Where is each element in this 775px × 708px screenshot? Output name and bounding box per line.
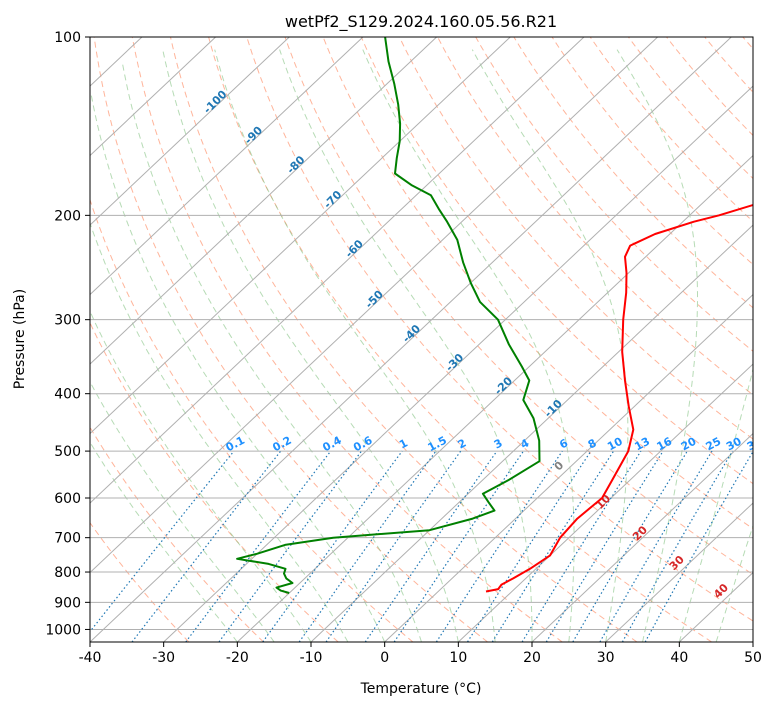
y-tick-label: 600 bbox=[54, 491, 81, 507]
moist-adiabat-line bbox=[90, 221, 349, 642]
mixing-ratio-line bbox=[90, 450, 235, 633]
x-tick-label: -30 bbox=[152, 650, 175, 666]
y-tick-label: 1000 bbox=[45, 622, 81, 638]
moist-adiabat-line bbox=[715, 524, 753, 642]
isotherm-line bbox=[90, 37, 364, 296]
x-tick-label: -10 bbox=[300, 650, 323, 666]
mixing-ratio-lines bbox=[90, 450, 753, 642]
dry-adiabat-line bbox=[284, 37, 753, 576]
moist-adiabat-line bbox=[214, 49, 496, 642]
mixing-ratio-label: 10 bbox=[605, 435, 625, 454]
x-tick-label: -20 bbox=[226, 650, 249, 666]
moist-adiabat-line bbox=[471, 49, 629, 642]
x-tick-label: 10 bbox=[449, 650, 467, 666]
y-axis-title: Pressure (hPa) bbox=[12, 289, 28, 389]
dry-adiabat-line bbox=[398, 37, 753, 440]
x-tick-label: 50 bbox=[744, 650, 762, 666]
x-axis-title: Temperature (°C) bbox=[360, 681, 482, 697]
y-axis-ticks: 100 200 300 400 500 600 700 800 900 1000 bbox=[45, 30, 90, 638]
mixing-ratio-label: 20 bbox=[679, 435, 699, 454]
isotherm-line bbox=[90, 37, 290, 226]
y-tick-label: 100 bbox=[54, 30, 81, 46]
mixing-ratio-line bbox=[364, 450, 498, 642]
isotherm-line bbox=[90, 37, 585, 504]
dry-adiabats bbox=[90, 37, 753, 642]
x-tick-label: 30 bbox=[597, 650, 615, 666]
dry-adiabat-line bbox=[589, 37, 753, 223]
profile-series bbox=[236, 37, 753, 594]
mixing-ratio-line bbox=[298, 450, 437, 642]
isotherm-line bbox=[384, 293, 753, 642]
mixing-ratio-line bbox=[466, 450, 592, 642]
isotherm-line bbox=[90, 37, 511, 435]
mixing-ratio-line bbox=[325, 450, 462, 642]
isotherms bbox=[90, 37, 753, 642]
moist-adiabat-line bbox=[90, 441, 238, 642]
mixing-ratio-line bbox=[262, 450, 403, 642]
mixing-ratio-line bbox=[545, 450, 664, 642]
x-axis-ticks: -40 -30 -20 -10 0 10 20 30 40 50 bbox=[79, 642, 762, 666]
isotherm-line bbox=[605, 502, 753, 642]
dry-adiabat-line bbox=[322, 37, 753, 530]
chart-title: wetPf2_S129.2024.160.05.56.R21 bbox=[285, 12, 557, 32]
y-tick-label: 300 bbox=[54, 313, 81, 329]
dry-adiabat-line bbox=[131, 37, 563, 642]
mixing-ratio-line bbox=[521, 450, 642, 642]
x-tick-label: 40 bbox=[670, 650, 688, 666]
dry-adiabat-line bbox=[93, 37, 488, 642]
mixing-ratio-line bbox=[572, 450, 688, 642]
isotherm-line bbox=[90, 37, 216, 157]
isotherm-line bbox=[90, 37, 658, 574]
isotherm-line bbox=[457, 363, 753, 642]
moist-adiabats bbox=[90, 49, 753, 642]
mixing-ratio-line bbox=[599, 450, 713, 642]
mixing-ratio-label: 30 bbox=[724, 435, 744, 454]
moist-adiabat-line bbox=[121, 61, 422, 642]
isotherm-line bbox=[531, 432, 753, 642]
mixing-ratio-line bbox=[491, 450, 615, 642]
isotherm-line bbox=[310, 224, 753, 642]
y-tick-label: 900 bbox=[54, 595, 81, 611]
mixing-ratio-label: 16 bbox=[655, 435, 675, 454]
moist-adiabat-line bbox=[162, 49, 459, 642]
y-tick-label: 200 bbox=[54, 208, 81, 224]
plot-frame bbox=[89, 36, 754, 643]
dry-adiabat-line bbox=[513, 37, 753, 309]
isotherm-line bbox=[163, 85, 753, 642]
moist-adiabat-line bbox=[362, 49, 575, 642]
isotherm-line bbox=[90, 37, 437, 365]
dry-adiabat-line bbox=[627, 37, 753, 180]
x-tick-label: -40 bbox=[79, 650, 102, 666]
temperature-profile bbox=[485, 203, 753, 593]
mixing-ratio-line bbox=[644, 450, 753, 642]
dry-adiabat-line bbox=[90, 198, 414, 642]
moist-adiabat-line bbox=[90, 94, 386, 642]
mixing-ratio-label: 36 bbox=[745, 435, 765, 454]
mixing-ratio-line bbox=[131, 450, 282, 642]
moist-adiabat-line bbox=[279, 49, 533, 642]
dry-adiabat-line bbox=[475, 37, 753, 352]
dry-adiabat-line bbox=[90, 521, 190, 642]
y-tick-label: 700 bbox=[54, 531, 81, 547]
dry-adiabat-line bbox=[208, 37, 712, 642]
y-tick-label: 500 bbox=[54, 444, 81, 460]
mixing-ratio-line bbox=[621, 450, 734, 642]
isotherm-line bbox=[236, 154, 753, 642]
y-tick-label: 800 bbox=[54, 565, 81, 581]
dry-adiabat-line bbox=[360, 37, 753, 485]
mixing-ratio-label: 13 bbox=[632, 435, 652, 454]
dewpoint-profile bbox=[236, 37, 541, 594]
y-tick-label: 400 bbox=[54, 387, 81, 403]
dry-adiabat-line bbox=[437, 37, 753, 396]
x-tick-label: 0 bbox=[380, 650, 389, 666]
x-tick-label: 20 bbox=[523, 650, 541, 666]
moist-adiabat-line bbox=[616, 49, 698, 642]
moist-adiabat-line bbox=[678, 367, 753, 642]
isotherm-line bbox=[90, 37, 732, 642]
dry-adiabat-line bbox=[246, 37, 753, 622]
mixing-ratio-label: 25 bbox=[704, 435, 724, 454]
pressure-gridlines bbox=[90, 37, 753, 630]
